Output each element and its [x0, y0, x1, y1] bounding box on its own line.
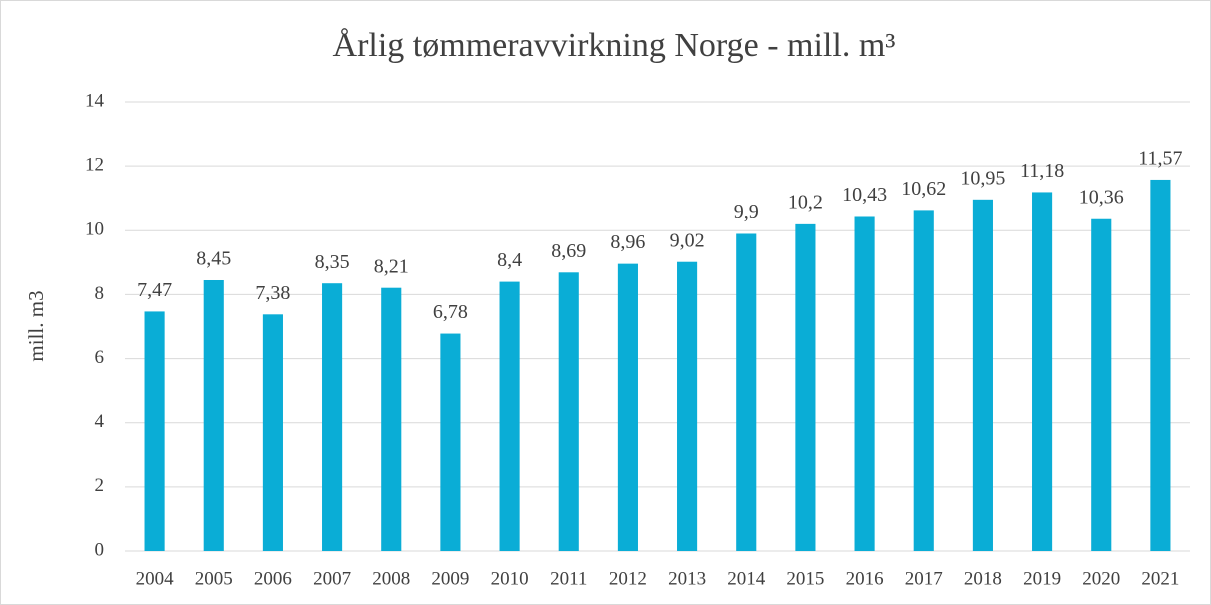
- y-tick-label: 0: [95, 539, 105, 560]
- bar: [144, 311, 165, 551]
- x-tick-label: 2008: [372, 568, 410, 589]
- bar: [203, 279, 224, 551]
- bar: [854, 216, 875, 551]
- bar: [795, 223, 816, 551]
- x-tick-label: 2010: [491, 568, 529, 589]
- x-tick-label: 2021: [1141, 568, 1179, 589]
- y-tick-label: 12: [85, 155, 104, 176]
- y-tick-label: 14: [85, 90, 105, 111]
- data-label: 8,96: [610, 231, 645, 253]
- x-tick-label: 2020: [1082, 568, 1120, 589]
- bar: [499, 281, 520, 551]
- x-tick-label: 2019: [1023, 568, 1061, 589]
- x-tick-label: 2009: [431, 568, 469, 589]
- x-tick-label: 2007: [313, 568, 351, 589]
- data-label: 8,45: [196, 248, 231, 270]
- data-label: 10,95: [960, 167, 1005, 189]
- bar: [440, 333, 461, 551]
- data-label: 9,02: [670, 229, 705, 251]
- data-label: 9,9: [734, 201, 759, 223]
- x-tick-label: 2014: [727, 568, 766, 589]
- bar: [1091, 218, 1112, 552]
- data-label: 8,4: [497, 249, 522, 271]
- y-tick-label: 10: [85, 219, 104, 240]
- y-tick-label: 2: [95, 475, 105, 496]
- bar: [558, 272, 579, 551]
- x-tick-label: 2018: [964, 568, 1002, 589]
- bar: [322, 283, 343, 551]
- x-tick-label: 2013: [668, 568, 706, 589]
- y-tick-label: 8: [95, 283, 105, 304]
- bar: [736, 233, 757, 551]
- data-label: 8,35: [315, 251, 350, 273]
- bar: [972, 199, 993, 551]
- bar: [913, 210, 934, 551]
- bar: [1150, 179, 1171, 551]
- data-label: 10,2: [788, 191, 823, 213]
- x-tick-label: 2005: [195, 568, 233, 589]
- bar: [677, 261, 698, 551]
- y-tick-label: 6: [95, 347, 105, 368]
- x-tick-label: 2004: [136, 568, 175, 589]
- data-label: 6,78: [433, 301, 468, 323]
- data-label: 10,43: [842, 184, 887, 206]
- x-tick-label: 2015: [786, 568, 824, 589]
- data-label: 11,18: [1020, 160, 1064, 182]
- bar: [1032, 192, 1053, 552]
- bar: [262, 314, 283, 551]
- data-label: 8,69: [551, 240, 586, 262]
- data-label: 7,47: [137, 279, 172, 301]
- chart-title: Årlig tømmeravvirkning Norge - mill. m³: [333, 27, 896, 64]
- data-label: 8,21: [374, 255, 409, 277]
- x-tick-label: 2016: [846, 568, 884, 589]
- data-label: 7,38: [255, 282, 290, 304]
- bar: [617, 263, 638, 551]
- data-label: 10,36: [1079, 186, 1124, 208]
- y-axis-label: mill. m3: [24, 290, 48, 361]
- bar: [381, 287, 402, 551]
- y-tick-label: 4: [95, 411, 105, 432]
- x-tick-label: 2012: [609, 568, 647, 589]
- data-label: 11,57: [1138, 148, 1182, 170]
- x-tick-label: 2017: [905, 568, 943, 589]
- x-tick-label: 2006: [254, 568, 292, 589]
- data-label: 10,62: [901, 178, 946, 200]
- x-tick-label: 2011: [550, 568, 587, 589]
